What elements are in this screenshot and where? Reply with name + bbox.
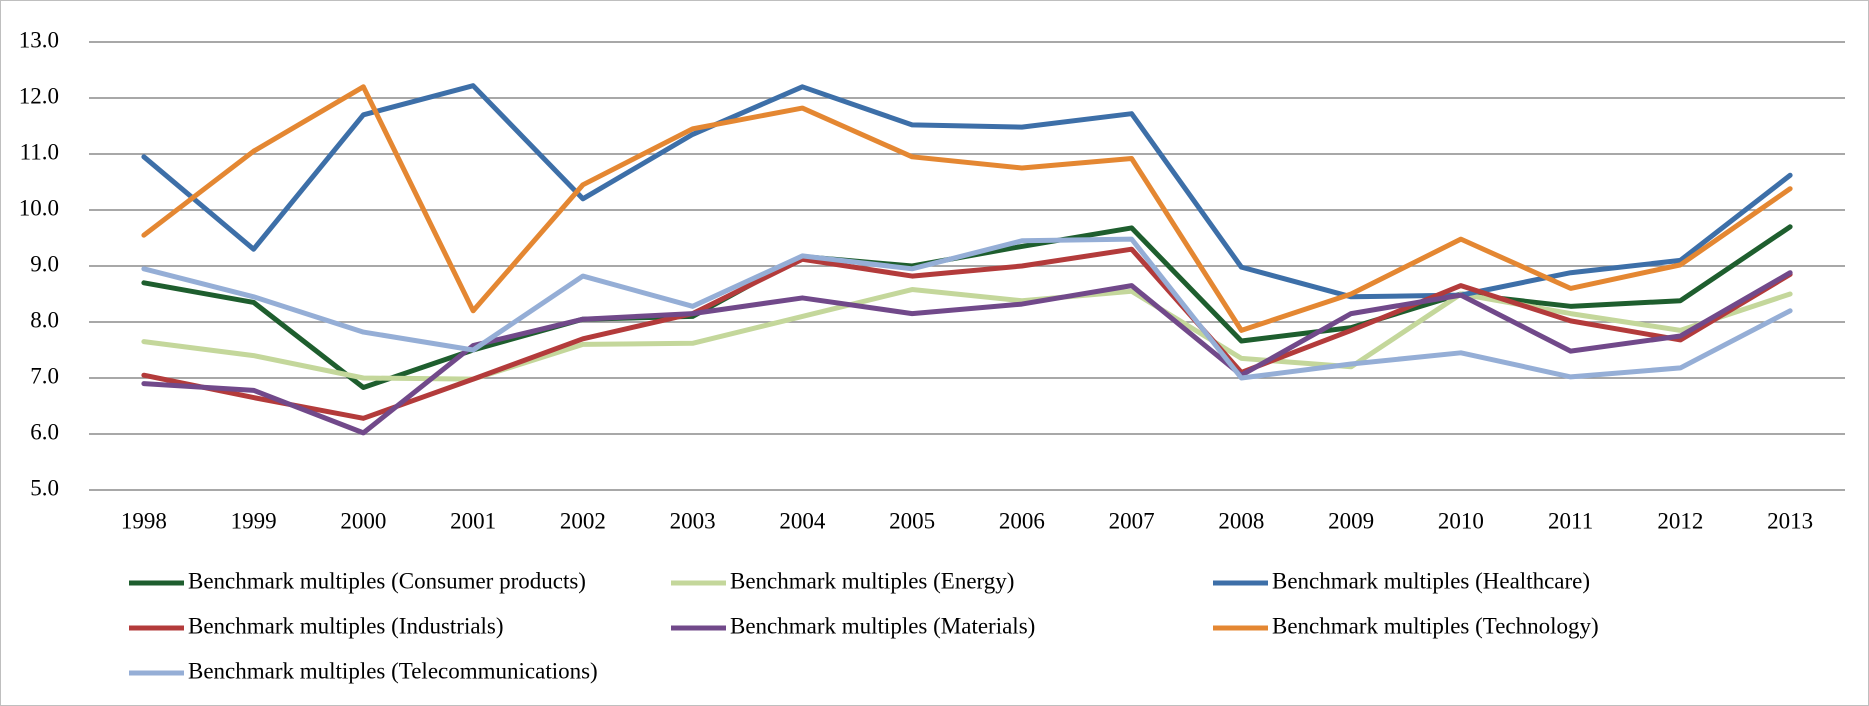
y-tick-label: 10.0 [19,195,59,220]
x-tick-label: 2011 [1548,508,1593,533]
legend-label: Benchmark multiples (Energy) [730,568,1014,593]
legend-label: Benchmark multiples (Industrials) [188,613,504,638]
series-line [141,246,1793,421]
x-tick-label: 2000 [340,508,386,533]
y-tick-label: 5.0 [30,475,59,500]
x-tick-label: 2008 [1218,508,1264,533]
x-tick-label: 2003 [670,508,716,533]
series-line [141,83,1793,300]
legend-label: Benchmark multiples (Technology) [1272,613,1599,638]
legend-label: Benchmark multiples (Telecommunications) [188,658,598,683]
y-tick-label: 11.0 [20,139,59,164]
x-tick-label: 2010 [1438,508,1484,533]
series-line [141,236,1793,381]
x-tick-label: 2005 [889,508,935,533]
x-tick-label: 2012 [1657,508,1703,533]
legend-label: Benchmark multiples (Consumer products) [188,568,586,593]
x-tick-label: 2009 [1328,508,1374,533]
y-tick-label: 9.0 [30,251,59,276]
legend-label: Benchmark multiples (Healthcare) [1272,568,1590,593]
y-tick-label: 6.0 [30,419,59,444]
x-tick-label: 2006 [999,508,1045,533]
grid: 5.0 6.0 7.0 8.0 9.0 10.0 11.0 12.0 13.0 1998 1999 2… [19,27,1845,533]
x-tick-label: 2002 [560,508,606,533]
y-tick-label: 8.0 [30,307,59,332]
series-line [141,84,1793,333]
x-tick-label: 2001 [450,508,496,533]
lines [141,83,1793,436]
y-tick-label: 12.0 [19,83,59,108]
legend-label: Benchmark multiples (Materials) [730,613,1035,638]
y-tick-label: 13.0 [19,27,59,52]
series-line [141,270,1793,436]
x-tick-label: 2007 [1109,508,1155,533]
legend: Benchmark multiples (Consumer products) B… [129,568,1599,683]
x-tick-label: 2013 [1767,508,1813,533]
y-tick-label: 7.0 [30,363,59,388]
x-tick-label: 1998 [121,508,167,533]
x-tick-label: 1999 [231,508,277,533]
x-tick-label: 2004 [779,508,826,533]
